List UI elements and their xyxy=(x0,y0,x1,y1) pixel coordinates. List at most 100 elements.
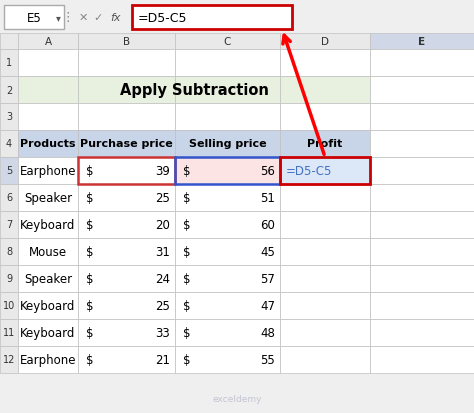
Bar xyxy=(78,131,175,158)
Bar xyxy=(0,319,18,346)
Bar xyxy=(18,211,78,238)
Bar xyxy=(175,319,280,346)
Text: =D5-C5: =D5-C5 xyxy=(138,12,188,24)
Text: 48: 48 xyxy=(260,326,275,339)
Text: 6: 6 xyxy=(6,193,12,203)
Bar xyxy=(280,50,370,77)
Bar xyxy=(175,238,280,266)
Text: $: $ xyxy=(86,353,93,366)
Bar xyxy=(18,185,78,211)
Bar xyxy=(18,131,78,158)
Text: $: $ xyxy=(86,192,93,204)
Bar xyxy=(0,211,18,238)
Text: $: $ xyxy=(86,272,93,285)
Bar xyxy=(0,50,18,77)
Bar xyxy=(0,185,18,211)
Bar xyxy=(280,185,370,211)
Bar xyxy=(78,158,175,185)
Text: 56: 56 xyxy=(260,165,275,178)
Bar xyxy=(4,6,64,30)
Text: exceldemy: exceldemy xyxy=(212,394,262,404)
Bar xyxy=(0,77,18,104)
Text: Earphone: Earphone xyxy=(20,353,76,366)
Bar xyxy=(0,238,18,266)
Bar xyxy=(370,266,474,292)
Text: ✓: ✓ xyxy=(93,13,103,23)
Bar xyxy=(18,319,78,346)
Bar xyxy=(370,77,474,104)
Text: Speaker: Speaker xyxy=(24,192,72,204)
Text: Profit: Profit xyxy=(307,139,343,149)
Text: Keyboard: Keyboard xyxy=(20,218,76,231)
Text: $: $ xyxy=(86,326,93,339)
Bar xyxy=(0,104,18,131)
Bar xyxy=(0,131,18,158)
Text: Purchase price: Purchase price xyxy=(80,139,173,149)
Bar xyxy=(280,104,370,131)
Text: 51: 51 xyxy=(260,192,275,204)
Bar xyxy=(370,292,474,319)
Bar xyxy=(18,158,78,185)
Bar xyxy=(370,238,474,266)
Text: $: $ xyxy=(86,165,93,178)
Text: $: $ xyxy=(183,192,191,204)
Bar xyxy=(18,34,78,50)
Bar xyxy=(370,319,474,346)
Bar xyxy=(78,319,175,346)
Text: Products: Products xyxy=(20,139,76,149)
Text: $: $ xyxy=(183,165,191,178)
Text: =D5-C5: =D5-C5 xyxy=(286,165,332,178)
Bar xyxy=(280,131,370,158)
Text: 39: 39 xyxy=(155,165,170,178)
Bar xyxy=(280,238,370,266)
Text: D: D xyxy=(321,37,329,47)
Bar xyxy=(132,6,292,30)
Bar xyxy=(175,211,280,238)
Text: fx: fx xyxy=(111,13,121,23)
Bar xyxy=(0,266,18,292)
Bar xyxy=(78,211,175,238)
Text: 60: 60 xyxy=(260,218,275,231)
Text: 12: 12 xyxy=(3,355,15,365)
Bar xyxy=(78,346,175,373)
Bar xyxy=(370,50,474,77)
Bar xyxy=(370,211,474,238)
Bar xyxy=(280,77,370,104)
Bar xyxy=(175,77,280,104)
Text: E5: E5 xyxy=(27,12,41,24)
Bar xyxy=(78,185,175,211)
Bar xyxy=(175,346,280,373)
Bar xyxy=(18,266,78,292)
Text: B: B xyxy=(123,37,130,47)
Text: 9: 9 xyxy=(6,274,12,284)
Bar xyxy=(370,34,474,50)
Text: 20: 20 xyxy=(155,218,170,231)
Text: 7: 7 xyxy=(6,220,12,230)
Bar xyxy=(280,266,370,292)
Text: ✕: ✕ xyxy=(78,13,88,23)
Bar xyxy=(175,104,280,131)
Bar xyxy=(78,104,175,131)
Text: Apply Subtraction: Apply Subtraction xyxy=(119,83,268,98)
Bar xyxy=(175,131,280,158)
Text: Mouse: Mouse xyxy=(29,245,67,259)
Bar xyxy=(175,185,280,211)
Bar xyxy=(175,50,280,77)
Text: Selling price: Selling price xyxy=(189,139,266,149)
Text: $: $ xyxy=(86,245,93,259)
Text: 1: 1 xyxy=(6,58,12,68)
Text: ⋮: ⋮ xyxy=(62,12,74,24)
Text: 4: 4 xyxy=(6,139,12,149)
Text: 11: 11 xyxy=(3,328,15,338)
Text: ▾: ▾ xyxy=(55,13,61,23)
Bar xyxy=(175,158,280,185)
Text: $: $ xyxy=(183,218,191,231)
Bar xyxy=(370,104,474,131)
Bar xyxy=(78,50,175,77)
Text: 24: 24 xyxy=(155,272,170,285)
Text: $: $ xyxy=(86,218,93,231)
Text: 47: 47 xyxy=(260,299,275,312)
Text: 5: 5 xyxy=(6,166,12,176)
Bar xyxy=(78,238,175,266)
Text: 55: 55 xyxy=(260,353,275,366)
